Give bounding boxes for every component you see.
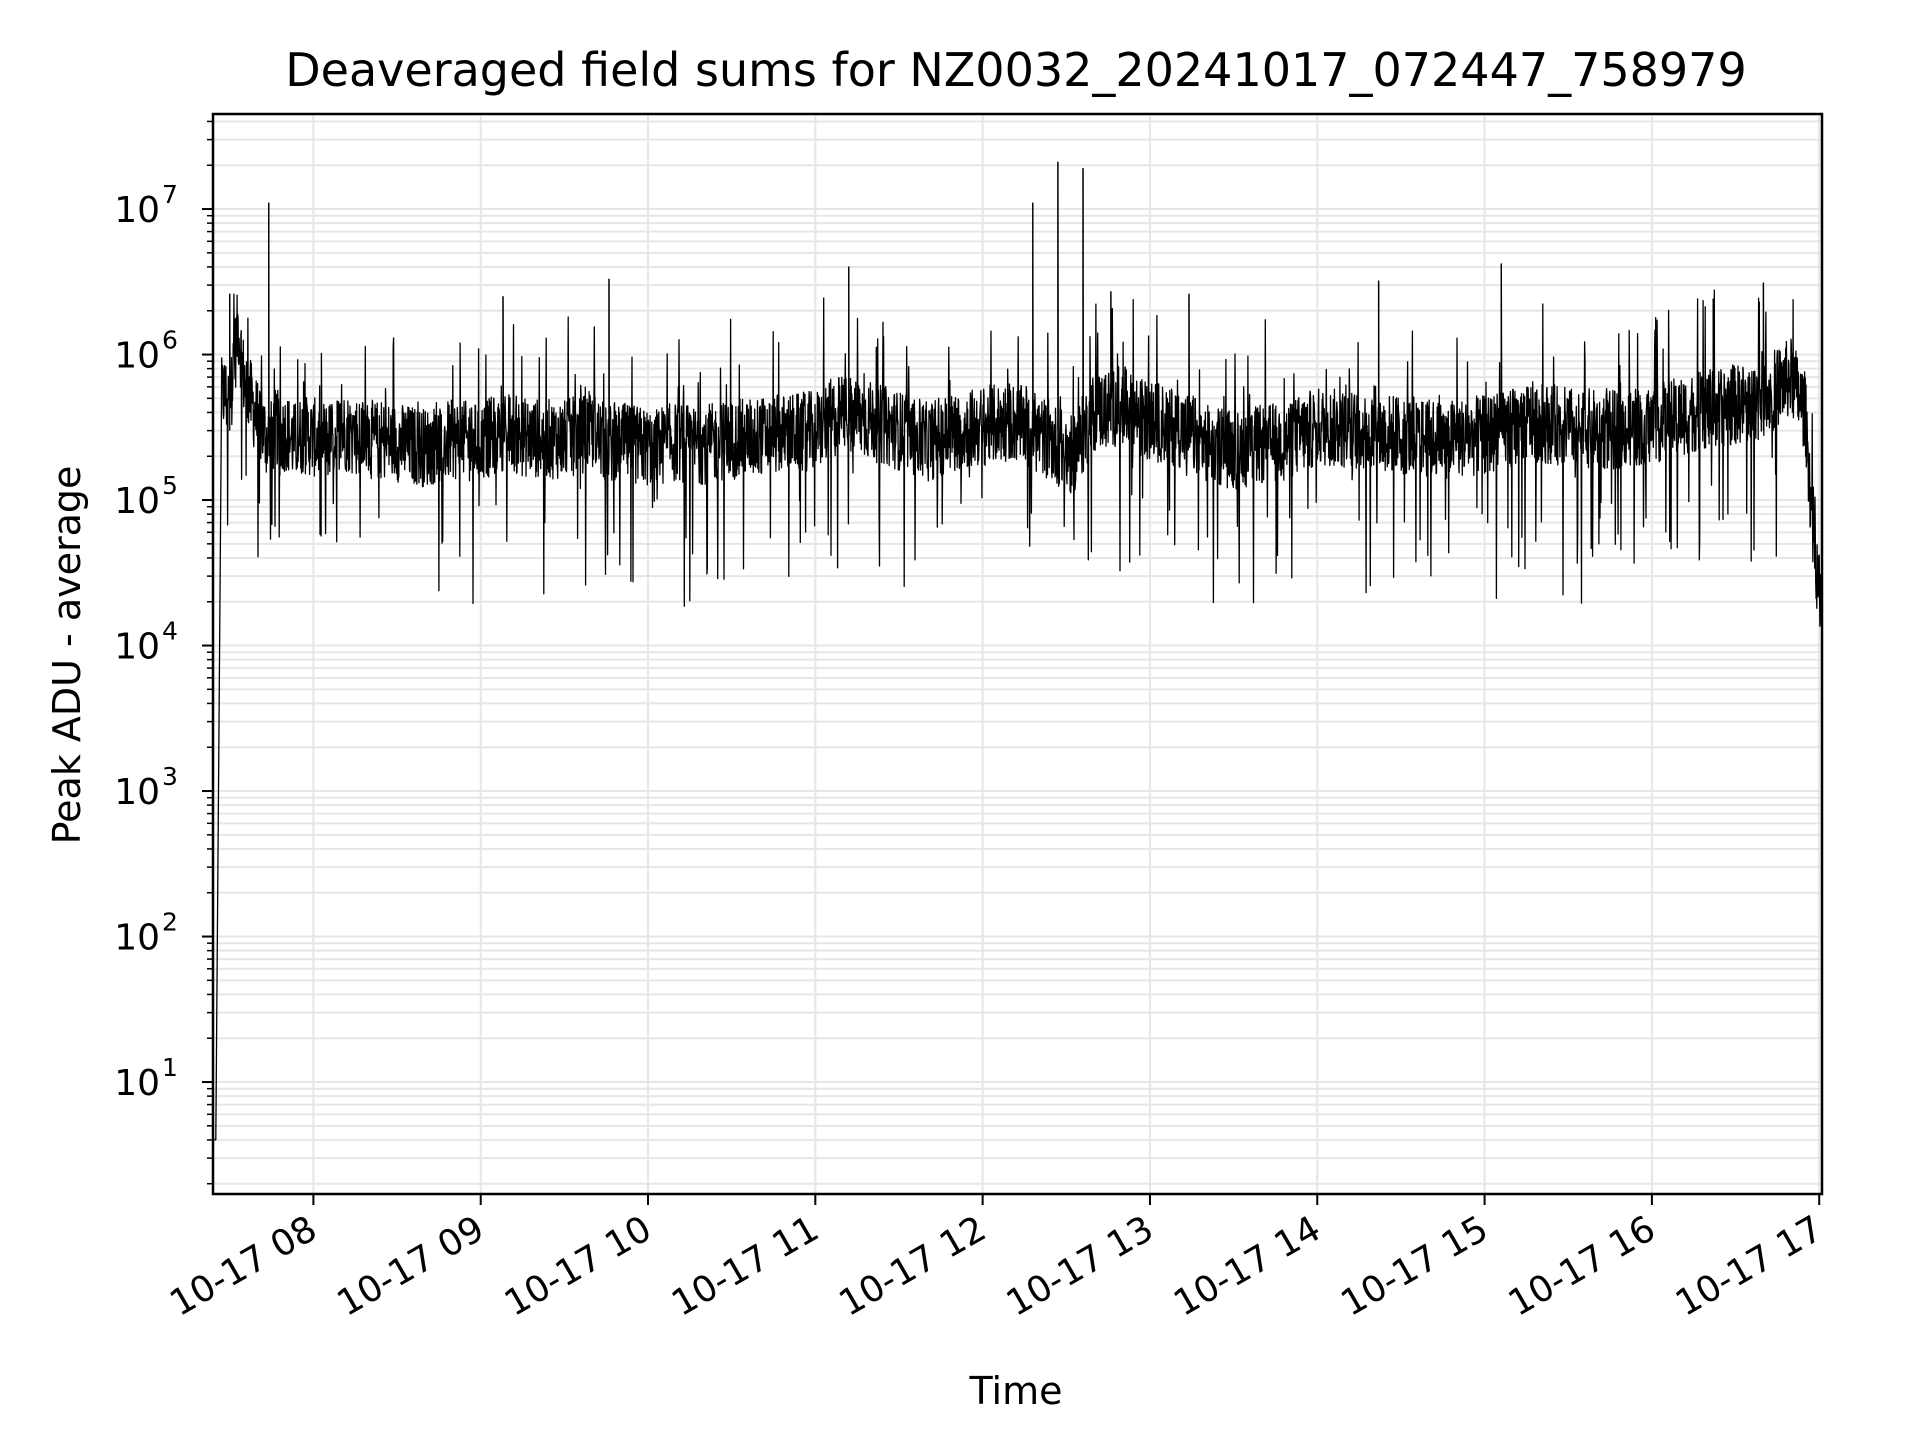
- y-tick-label: 10: [114, 772, 160, 813]
- x-tick-label: 10-17 09: [331, 1208, 492, 1324]
- x-tick-label: 10-17 10: [498, 1208, 659, 1324]
- y-gridlines: [213, 120, 1822, 1185]
- series-lines: [213, 161, 1823, 1141]
- x-gridlines: [312, 114, 1821, 1194]
- x-tick-label: 10-17 12: [832, 1208, 993, 1324]
- x-axis-ticks: 10-17 08 10-17 09 10-17 10 10-17 11 10-17 12…: [163, 1194, 1830, 1325]
- y-tick-label: 10: [114, 1063, 160, 1104]
- x-tick-label: 10-17 13: [1000, 1208, 1161, 1324]
- y-tick-label: 10: [114, 190, 160, 231]
- y-tick-label: 10: [114, 627, 160, 668]
- y-tick-label: 10: [114, 336, 160, 377]
- y-tick-exponent: 3: [162, 762, 178, 791]
- x-tick-label: 10-17 11: [665, 1208, 826, 1324]
- y-tick-label: 10: [114, 481, 160, 522]
- y-tick-exponent: 4: [162, 617, 178, 646]
- plot-frame: [211, 112, 1824, 1196]
- y-tick-exponent: 2: [162, 908, 178, 937]
- chart-title: Deaveraged field sums for NZ0032_2024101…: [285, 43, 1746, 97]
- y-tick-label: 10: [114, 918, 160, 959]
- y-tick-exponent: 5: [162, 471, 178, 500]
- x-tick-label: 10-17 14: [1167, 1208, 1328, 1324]
- y-tick-exponent: 1: [162, 1053, 178, 1082]
- x-tick-label: 10-17 08: [163, 1208, 324, 1324]
- series-line: [213, 161, 1823, 1141]
- x-axis-label: Time: [969, 1369, 1063, 1413]
- y-tick-exponent: 7: [162, 180, 178, 209]
- x-tick-label: 10-17 15: [1334, 1208, 1495, 1324]
- x-tick-label: 10-17 17: [1669, 1208, 1830, 1324]
- y-tick-exponent: 6: [162, 326, 178, 355]
- y-axis-label: Peak ADU - average: [45, 466, 89, 845]
- x-tick-label: 10-17 16: [1502, 1208, 1663, 1324]
